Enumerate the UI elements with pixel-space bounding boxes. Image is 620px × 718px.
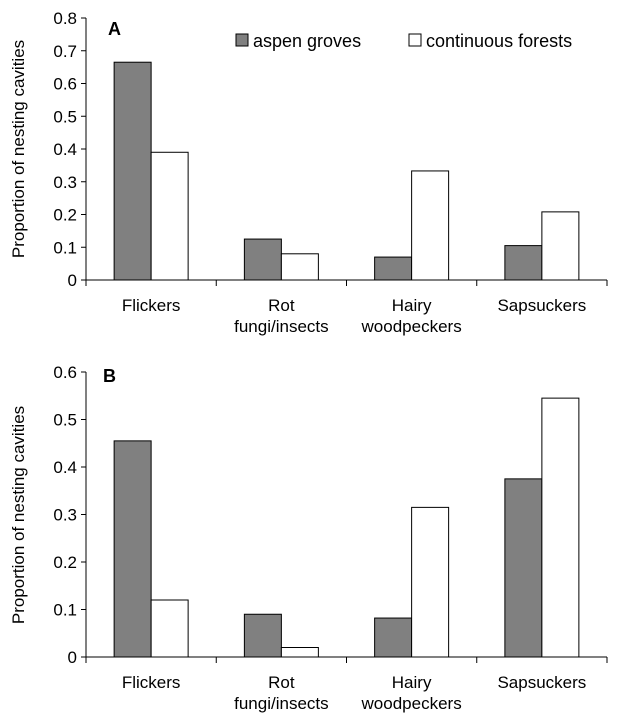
bar-continuous-forests [411, 170, 450, 281]
x-tick-label: Rot [268, 296, 295, 315]
y-tick-label: 0 [68, 271, 77, 290]
bar-aspen-groves [374, 617, 413, 658]
x-tick-label: fungi/insects [234, 317, 329, 336]
x-tick-label: Sapsuckers [497, 673, 586, 692]
y-axis-label: Proportion of nesting cavities [9, 40, 28, 258]
chart-panel-a: 0 0.1 0.2 0.3 0.4 0.5 0.6 0.7 0.8 Proportion of n… [9, 9, 608, 336]
y-tick-label: 0.5 [53, 411, 77, 430]
y-tick-label: 0.6 [53, 363, 77, 382]
legend: aspen groves continuous forests [235, 31, 572, 51]
bar-continuous-forests [541, 211, 580, 281]
x-tick-label: fungi/insects [234, 694, 329, 713]
y-axis-label: Proportion of nesting cavities [9, 406, 28, 624]
y-tick-label: 0.4 [53, 458, 77, 477]
x-tick-label: Flickers [122, 296, 181, 315]
y-tick-label: 0.1 [53, 601, 77, 620]
bar-aspen-groves [113, 61, 152, 281]
y-tick-label: 0.5 [53, 107, 77, 126]
bar-continuous-forests [280, 647, 319, 658]
y-tick-label: 0.7 [53, 42, 77, 61]
y-tick-label: 0.8 [53, 9, 77, 28]
x-tick-label: woodpeckers [361, 694, 462, 713]
y-tick-label: 0.3 [53, 506, 77, 525]
y-tick-label: 0.2 [53, 553, 77, 572]
bar-continuous-forests [280, 253, 319, 281]
panel-label: A [108, 19, 121, 39]
y-tick-label: 0.6 [53, 75, 77, 94]
x-tick-label: Flickers [122, 673, 181, 692]
x-tick-label: Hairy [392, 673, 432, 692]
bar-aspen-groves [504, 478, 543, 658]
y-tick-label: 0.4 [53, 140, 77, 159]
legend-label: continuous forests [426, 31, 572, 51]
x-tick-label: Rot [268, 673, 295, 692]
y-tick-label: 0.1 [53, 238, 77, 257]
bar-aspen-groves [113, 440, 152, 658]
legend-swatch [235, 33, 249, 47]
bar-continuous-forests [411, 506, 450, 658]
x-tick-label: Sapsuckers [497, 296, 586, 315]
y-tick-label: 0.2 [53, 206, 77, 225]
bar-aspen-groves [374, 256, 413, 281]
legend-swatch [408, 33, 422, 47]
bar-continuous-forests [150, 151, 189, 281]
legend-label: aspen groves [253, 31, 361, 51]
x-tick-label: woodpeckers [361, 317, 462, 336]
y-tick-label: 0 [68, 648, 77, 667]
bar-aspen-groves [243, 613, 282, 658]
bar-aspen-groves [243, 238, 282, 281]
bar-continuous-forests [150, 599, 189, 658]
chart-panel-b: 0 0.1 0.2 0.3 0.4 0.5 0.6 Proportion of nesting… [9, 363, 608, 713]
x-tick-label: Hairy [392, 296, 432, 315]
bar-continuous-forests [541, 397, 580, 658]
y-tick-label: 0.3 [53, 173, 77, 192]
bar-aspen-groves [504, 245, 543, 281]
panel-label: B [103, 366, 116, 386]
